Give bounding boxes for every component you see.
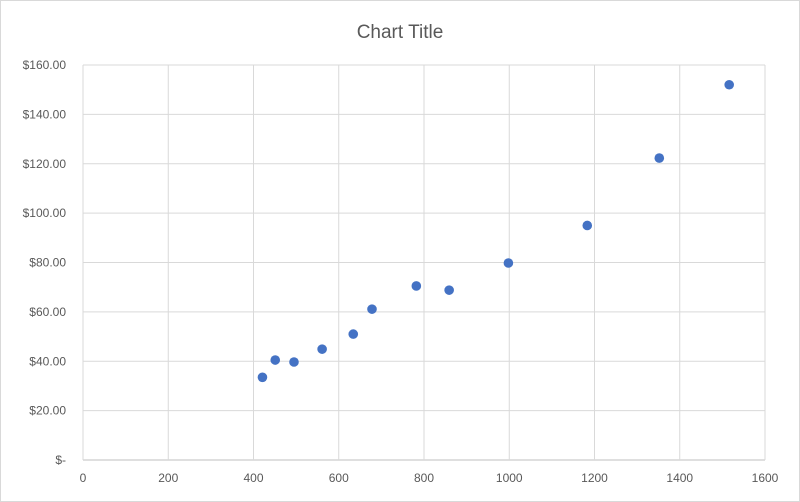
x-tick-label: 400: [243, 471, 263, 485]
data-point[interactable]: [257, 372, 268, 383]
y-tick-label: $80.00: [29, 256, 66, 270]
x-tick-label: 1200: [581, 471, 608, 485]
x-axis-labels: 0 200 400 600 800 1000 1200 1400 1600: [80, 471, 779, 485]
data-point[interactable]: [348, 329, 359, 339]
data-point[interactable]: [289, 357, 299, 367]
y-tick-label: $20.00: [29, 404, 66, 418]
chart-title[interactable]: Chart Title: [357, 22, 444, 43]
y-tick-label: $120.00: [23, 157, 67, 171]
x-tick-label: 200: [158, 471, 178, 485]
gridlines: [82, 64, 766, 461]
y-tick-label: $40.00: [29, 354, 66, 368]
data-point[interactable]: [411, 281, 422, 291]
y-tick-label: $60.00: [29, 305, 66, 319]
y-tick-label: $-: [55, 453, 66, 467]
data-point[interactable]: [724, 79, 734, 90]
x-tick-label: 800: [414, 471, 434, 485]
data-point[interactable]: [444, 285, 454, 295]
data-point[interactable]: [503, 258, 514, 268]
data-point[interactable]: [654, 153, 665, 163]
x-tick-label: 600: [329, 471, 349, 485]
x-tick-label: 1600: [752, 471, 779, 485]
data-point[interactable]: [270, 355, 281, 365]
y-axis-labels: $- $20.00 $40.00 $60.00 $80.00 $100.00 $120.00…: [23, 58, 67, 467]
y-tick-label: $160.00: [23, 58, 67, 72]
x-tick-label: 1000: [496, 471, 523, 485]
data-point[interactable]: [367, 304, 377, 314]
data-point[interactable]: [582, 220, 593, 231]
series-points: [257, 79, 734, 383]
y-tick-label: $100.00: [23, 206, 67, 220]
x-tick-label: 1400: [666, 471, 693, 485]
y-tick-label: $140.00: [23, 107, 67, 121]
x-tick-label: 0: [80, 471, 87, 485]
data-point[interactable]: [317, 344, 327, 354]
